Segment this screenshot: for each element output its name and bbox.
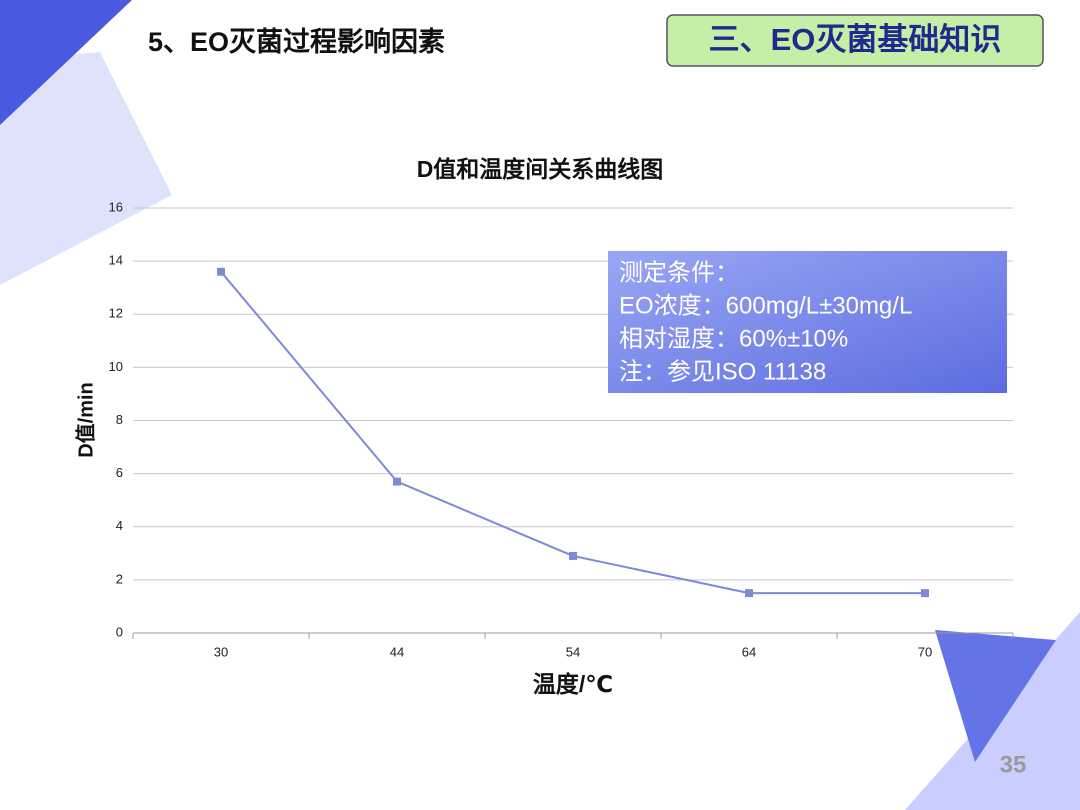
y-tick-label: 10 <box>109 359 123 374</box>
decor <box>0 52 172 285</box>
x-axis-label: 温度/℃ <box>533 671 613 697</box>
x-tick-label: 64 <box>742 644 756 659</box>
x-tick-label: 70 <box>918 644 932 659</box>
y-axis-label: D值/min <box>73 382 97 458</box>
x-tick-label: 44 <box>390 644 404 659</box>
y-tick-label: 2 <box>116 571 123 586</box>
plot: 0 2 4 6 8 10 12 14 16 30 44 54 64 70 <box>109 199 1014 659</box>
annotation-line: 注：参见ISO 11138 <box>619 358 826 385</box>
decor <box>935 630 1056 762</box>
annotation: 测定条件： EO浓度：600mg/L±30mg/L 相对湿度：60%±10% 注：参见… <box>619 259 912 385</box>
badge-box <box>666 14 1044 67</box>
annotation-line: 相对湿度：60%±10% <box>619 325 848 352</box>
marker <box>569 551 577 560</box>
decor <box>0 0 132 125</box>
marker <box>745 589 753 598</box>
x-tick-label: 54 <box>566 644 580 659</box>
y-tick-label: 8 <box>116 412 123 427</box>
badge: 三、EO灭菌基础知识 <box>709 22 1002 57</box>
y-tick-label: 0 <box>116 624 123 639</box>
y-tick-label: 12 <box>109 306 123 321</box>
annotation-box <box>608 251 1007 393</box>
page-number: 35 <box>1000 751 1027 778</box>
marker <box>217 267 225 276</box>
annotation-line: EO浓度：600mg/L±30mg/L <box>619 292 912 319</box>
marker <box>921 589 929 598</box>
y-tick-label: 16 <box>109 199 123 214</box>
x-tick-label: 30 <box>214 644 228 659</box>
y-tick-label: 14 <box>109 253 123 268</box>
heading: 5、EO灭菌过程影响因素 <box>148 26 445 57</box>
y-tick-label: 4 <box>116 518 123 533</box>
marker <box>393 477 401 486</box>
chart-title: D值和温度间关系曲线图 <box>417 156 664 182</box>
annotation-line: 测定条件： <box>619 259 739 286</box>
y-tick-label: 6 <box>116 465 123 480</box>
